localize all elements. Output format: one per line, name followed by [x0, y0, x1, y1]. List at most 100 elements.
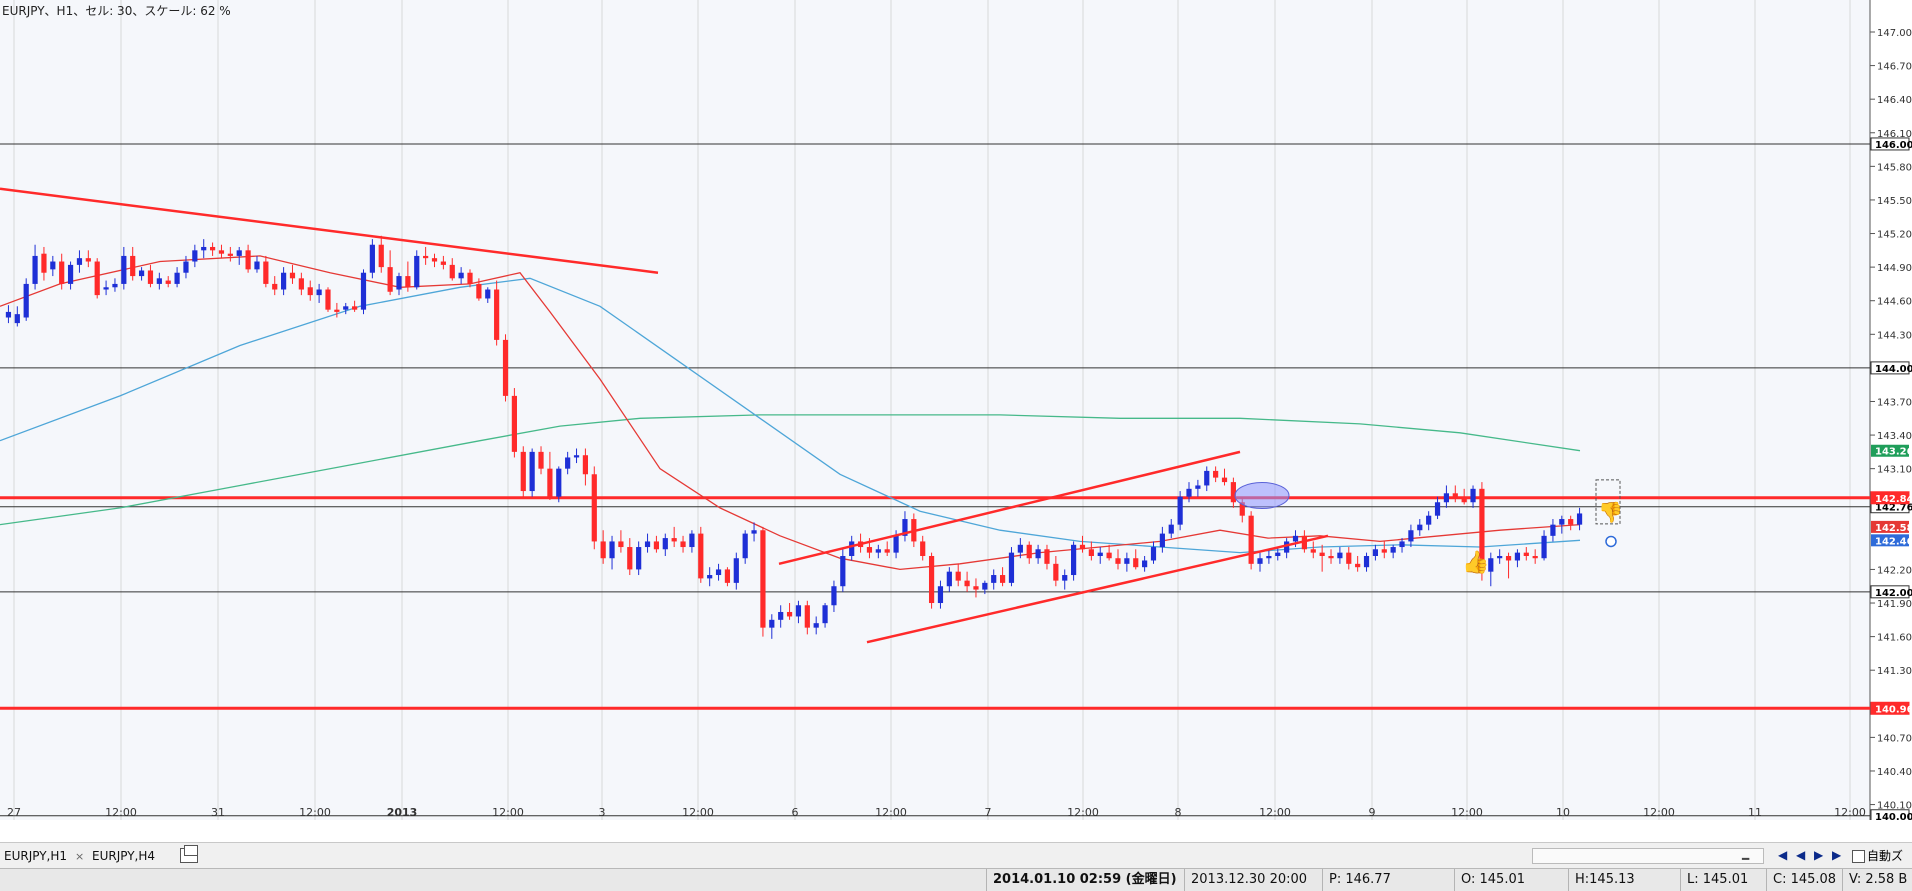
- candle-body: [875, 549, 881, 553]
- candle-body: [1337, 552, 1343, 559]
- autozoom-checkbox[interactable]: 自動ズーム: [1852, 846, 1912, 883]
- y-tick-label: 143.70: [1877, 397, 1912, 408]
- chart-canvas[interactable]: 147.00 146.70 146.40 146.10 145.80 145.50 145.…: [0, 0, 1912, 823]
- y-tick-label: 143.10: [1877, 465, 1912, 476]
- candle-body: [59, 261, 65, 284]
- level-price-label: 142.76: [1875, 503, 1912, 514]
- candle-body: [955, 571, 961, 581]
- candle-body: [352, 306, 358, 310]
- candle-body: [1417, 524, 1423, 531]
- candle-body: [1195, 485, 1201, 489]
- x-tick-label: 27: [7, 806, 21, 819]
- x-tick-label: 12:00: [1451, 806, 1483, 819]
- candle-body: [582, 455, 589, 475]
- y-tick-label: 146.70: [1877, 62, 1912, 73]
- last-page-icon[interactable]: ▶: [1832, 848, 1842, 862]
- y-tick-label: 141.30: [1877, 666, 1912, 677]
- x-tick-label: 12:00: [875, 806, 907, 819]
- x-tick-label: 12:00: [1834, 806, 1866, 819]
- tab-label: EURJPY,H1: [4, 849, 68, 863]
- candle-body: [50, 261, 56, 270]
- candle-body: [1213, 470, 1219, 478]
- candle-body: [1363, 555, 1370, 568]
- candle-body: [1284, 541, 1290, 553]
- candle-body: [680, 541, 686, 548]
- level-price-tag: [1870, 137, 1910, 151]
- candle-body: [529, 451, 535, 492]
- candle-body: [946, 571, 952, 587]
- candle-body: [715, 569, 722, 576]
- chart-header-label: EURJPY、H1、セル: 30、スケール: 62 %: [2, 4, 231, 18]
- candle-body: [822, 605, 828, 624]
- candle-body: [1266, 555, 1272, 559]
- candle-body: [1044, 549, 1050, 564]
- x-tick-label: 2013: [387, 806, 418, 819]
- candle-body: [254, 261, 260, 270]
- y-tick-label: 141.90: [1877, 599, 1912, 610]
- candle-body: [1106, 552, 1112, 559]
- candle-body: [1372, 549, 1379, 556]
- trendline: [0, 187, 659, 274]
- y-tick-label: 145.50: [1877, 196, 1912, 207]
- candle-body: [928, 555, 935, 604]
- candle-body: [138, 270, 145, 277]
- candle-body: [130, 255, 136, 277]
- candle-body: [227, 253, 233, 256]
- tab-eurjpy-h1[interactable]: EURJPY,H1 ×: [4, 846, 84, 866]
- candle-body: [556, 468, 562, 497]
- status-high: H:145.13: [1568, 869, 1635, 891]
- candle-body: [1532, 555, 1538, 559]
- status-open: O: 145.01: [1454, 869, 1525, 891]
- chart-tab-bar: EURJPY,H1 × EURJPY,H4 ━ ◀︎ ◀ ▶ ▶ 自動ズーム: [0, 842, 1912, 883]
- y-tick-label: 146.10: [1877, 129, 1912, 140]
- candle-body: [467, 272, 473, 284]
- candle-body: [760, 530, 766, 628]
- new-window-icon[interactable]: [180, 845, 198, 863]
- first-page-icon[interactable]: ◀︎: [1778, 848, 1788, 862]
- candle-body: [1053, 563, 1059, 581]
- scroll-minus-icon[interactable]: ━: [1742, 852, 1750, 866]
- candle-body: [742, 533, 748, 559]
- checkbox-icon[interactable]: [1852, 850, 1865, 864]
- candle-body: [289, 272, 296, 279]
- candle-body: [813, 623, 819, 628]
- y-tick-label: 140.10: [1877, 801, 1912, 812]
- candle-body: [405, 276, 411, 288]
- chart-scrollbar[interactable]: [1532, 848, 1764, 864]
- candle-body: [689, 533, 695, 548]
- candle-body: [1319, 552, 1325, 556]
- candle-body: [1071, 544, 1077, 576]
- close-icon[interactable]: ×: [75, 850, 85, 863]
- next-page-icon[interactable]: ▶: [1814, 848, 1824, 862]
- candle-body: [573, 455, 580, 458]
- candle-body: [1221, 477, 1228, 483]
- candle-body: [511, 395, 517, 452]
- candle-body: [636, 547, 642, 570]
- candle-body: [1523, 552, 1529, 556]
- prev-page-icon[interactable]: ◀: [1796, 848, 1806, 862]
- level-price-tag: [1870, 701, 1910, 715]
- candle-body: [1008, 552, 1015, 583]
- candle-body: [1177, 496, 1183, 525]
- candle-body: [192, 250, 198, 262]
- x-tick-label: 9: [1369, 806, 1376, 819]
- candle-body: [920, 541, 926, 556]
- candle-body: [218, 250, 225, 254]
- candle-body: [245, 250, 251, 270]
- candle-body: [609, 541, 615, 559]
- tab-eurjpy-h4[interactable]: EURJPY,H4: [92, 846, 155, 866]
- candle-body: [1434, 502, 1441, 516]
- candle-body: [653, 541, 660, 550]
- candle-body: [1230, 482, 1236, 503]
- status-volume: V: 2.58 B: [1842, 869, 1907, 891]
- candle-body: [991, 575, 997, 583]
- level-price-label: 140.96: [1875, 704, 1912, 715]
- y-tick-label: 142.20: [1877, 565, 1912, 576]
- candle-body: [538, 451, 544, 469]
- candle-body: [307, 287, 313, 296]
- price-chart[interactable]: 147.00 146.70 146.40 146.10 145.80 145.50 145.…: [0, 0, 1912, 823]
- candle-body: [982, 582, 988, 590]
- candle-body: [1390, 547, 1396, 553]
- x-tick-label: 6: [792, 806, 799, 819]
- y-tick-label: 141.60: [1877, 633, 1912, 644]
